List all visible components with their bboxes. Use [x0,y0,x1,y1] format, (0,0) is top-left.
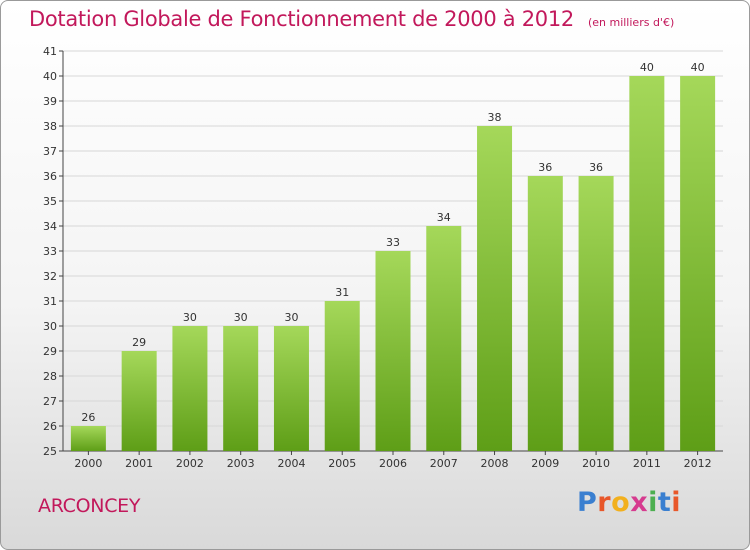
logo-letter: r [597,487,612,518]
bar [578,176,614,451]
x-tick-label: 2002 [176,457,204,470]
bar-value-label: 38 [488,111,502,124]
y-tick-label: 30 [43,320,57,333]
bar-value-label: 40 [691,61,705,74]
x-tick-label: 2012 [684,457,712,470]
bar-value-label: 30 [183,311,197,324]
x-tick-label: 2011 [633,457,661,470]
bar-value-label: 40 [640,61,654,74]
x-tick-label: 2008 [481,457,509,470]
y-tick-label: 40 [43,70,57,83]
x-tick-label: 2000 [74,457,102,470]
bars [70,76,716,451]
bar-value-label: 30 [284,311,298,324]
x-tick-label: 2003 [227,457,255,470]
bar-value-label: 30 [234,311,248,324]
bar-value-label: 33 [386,236,400,249]
bar-value-label: 36 [589,161,603,174]
bar [426,226,462,451]
bar [324,301,360,451]
y-tick-label: 33 [43,245,57,258]
y-tick-label: 38 [43,120,57,133]
bar [477,126,513,451]
y-tick-label: 39 [43,95,57,108]
bar [121,351,157,451]
y-tick-label: 34 [43,220,57,233]
proxiti-logo: Proxiti [577,487,681,518]
bar-value-label: 36 [538,161,552,174]
chart-title: Dotation Globale de Fonctionnement de 20… [29,7,674,31]
x-tick-label: 2010 [582,457,610,470]
y-tick-label: 36 [43,170,57,183]
y-tick-label: 41 [43,45,57,58]
bar-value-label: 26 [81,411,95,424]
x-tick-labels: 2000 2001 2002 2003 2004 2005 2006 2007 2008 2009… [74,457,711,470]
y-tick-label: 25 [43,445,57,458]
chart-unit-label: (en milliers d'€) [587,16,675,29]
bar-value-label: 31 [335,286,349,299]
y-tick-label: 31 [43,295,57,308]
y-tick-label: 37 [43,145,57,158]
y-tick-label: 28 [43,370,57,383]
bar [273,326,309,451]
x-tick-label: 2009 [531,457,559,470]
y-tick-label: 32 [43,270,57,283]
x-tick-label: 2006 [379,457,407,470]
bar-value-label: 34 [437,211,451,224]
bar [375,251,411,451]
y-tick-label: 35 [43,195,57,208]
bar [172,326,208,451]
y-tick-label: 29 [43,345,57,358]
x-tick-label: 2001 [125,457,153,470]
bar [527,176,563,451]
x-tick-label: 2005 [328,457,356,470]
logo-letter: x [630,487,649,518]
logo-letter: P [577,487,598,518]
y-tick-label: 26 [43,420,57,433]
bar-value-label: 29 [132,336,146,349]
logo-letter: i [648,487,658,518]
y-tick-label: 27 [43,395,57,408]
logo-letter: i [671,487,682,518]
chart-title-text: Dotation Globale de Fonctionnement de 20… [29,7,574,31]
logo-letter: t [657,487,672,518]
bar [629,76,665,451]
commune-name: ARCONCEY [38,495,141,517]
x-tick-label: 2004 [277,457,305,470]
bar [70,426,106,451]
bar [223,326,259,451]
data-labels: 26 29 30 30 30 31 33 34 38 36 36 40 40 [81,61,704,424]
x-tick-label: 2007 [430,457,458,470]
y-tick-labels: 25 26 27 28 29 30 31 32 33 34 35 36 37 38 39 40 41 [43,45,57,458]
bar [680,76,716,451]
logo-letter: o [611,487,631,518]
